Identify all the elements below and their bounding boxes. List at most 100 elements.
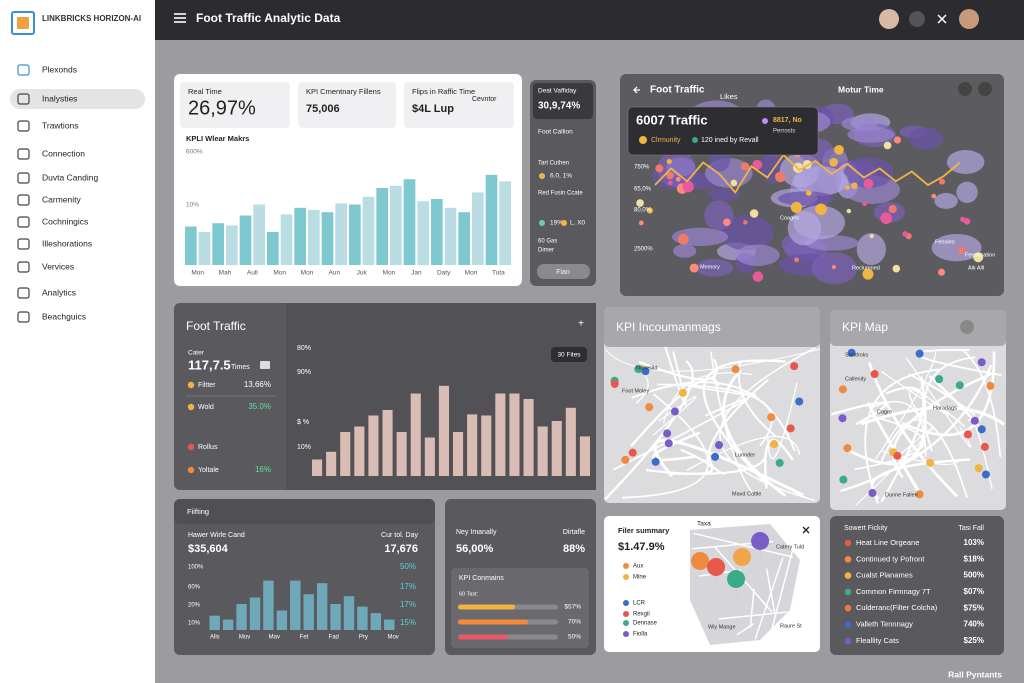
pin [691, 552, 710, 584]
map-point [646, 207, 653, 214]
pin [715, 441, 724, 456]
map-point [831, 264, 836, 270]
pin [664, 439, 673, 454]
nav-item[interactable]: Beachguics [42, 311, 86, 321]
map-point [677, 233, 689, 245]
road [905, 356, 972, 448]
road [687, 385, 757, 397]
logo [11, 11, 35, 35]
label: 6.0, 1% [550, 173, 572, 180]
road [764, 438, 794, 489]
label: Flips in Raffic Time [412, 87, 475, 96]
bar [472, 192, 484, 265]
map-point [636, 199, 644, 207]
plus-icon[interactable]: + [578, 319, 584, 330]
icon-button[interactable] [978, 82, 992, 96]
card-title: Foot Traffic [186, 319, 246, 333]
road [765, 568, 776, 614]
label: 17,676 [384, 543, 418, 555]
label: Common Firmnagy 7T [856, 587, 931, 596]
label: 103% [964, 538, 984, 547]
label: Nonesild [636, 365, 657, 371]
map-point [938, 268, 946, 276]
label: 50% [400, 562, 416, 571]
row-dot [844, 604, 852, 612]
bar [280, 214, 293, 265]
label: 65,0% [634, 187, 652, 193]
map-region [695, 258, 734, 277]
map-region [856, 233, 886, 266]
bar [382, 410, 393, 476]
map-region [956, 181, 978, 203]
label: Likes [720, 92, 738, 101]
road [860, 406, 1005, 426]
button-label[interactable]: Fian [556, 269, 570, 276]
label: Foot Moley [622, 388, 649, 394]
label: 17% [400, 582, 416, 591]
bar [453, 432, 464, 476]
pin [977, 358, 986, 373]
label: Callenity [845, 376, 866, 382]
label: Fleallity Cats [856, 636, 899, 645]
nav-item[interactable]: Cochningics [42, 216, 88, 226]
legend-dot [623, 563, 629, 569]
icon-button[interactable] [958, 82, 972, 96]
pin [733, 548, 752, 580]
label: Fenorication [965, 252, 995, 258]
map-point [743, 220, 748, 225]
x-tick-label: Jan [411, 270, 422, 277]
brand: LINKBRICKS HORIZON-AI [42, 14, 141, 23]
nav-item[interactable]: Trawtions [42, 120, 79, 130]
bar [222, 619, 234, 630]
map-point [846, 208, 852, 214]
road [749, 589, 755, 628]
bar [368, 415, 379, 476]
icon-button[interactable] [960, 320, 974, 334]
side-head [533, 83, 593, 119]
nav-item[interactable]: Illeshorations [42, 238, 92, 248]
button[interactable] [537, 264, 590, 279]
map-point [666, 159, 672, 165]
kpi-box [180, 82, 290, 128]
bar [424, 437, 435, 476]
nav-item[interactable]: Duvta Canding [42, 172, 99, 182]
map-point [638, 220, 644, 226]
badge [551, 347, 587, 362]
list-card [830, 516, 1004, 655]
label: 80,0% [634, 208, 652, 214]
bar [357, 606, 368, 630]
map-region [657, 151, 696, 187]
nav-item[interactable]: Vervices [42, 261, 74, 271]
close-icon[interactable] [937, 14, 947, 24]
map-region [931, 233, 982, 262]
nav-item[interactable]: Connection [42, 148, 85, 158]
map-region [793, 205, 845, 240]
row-dot [844, 572, 852, 579]
road [702, 359, 786, 484]
label: $25% [964, 636, 984, 645]
bar [551, 421, 562, 476]
label: 60% [188, 585, 201, 591]
nav-item[interactable]: Inalysties [42, 93, 77, 103]
icon-button[interactable] [909, 11, 925, 27]
label: $35,604 [188, 543, 229, 555]
road [962, 349, 1002, 458]
dot [639, 136, 647, 144]
nav-item[interactable]: Analytics [42, 287, 76, 297]
label: Heat Line Orgeane [856, 538, 919, 547]
close-icon[interactable] [802, 526, 810, 534]
back-icon[interactable] [633, 86, 640, 94]
map-point [794, 257, 799, 263]
label: Cevntor [472, 96, 497, 103]
nav-item[interactable]: Carmenity [42, 194, 81, 204]
road [845, 376, 927, 466]
bar [431, 199, 443, 265]
bar [438, 385, 449, 476]
label: 60 Gas [538, 239, 557, 245]
nav-item[interactable]: Plexonds [42, 64, 77, 74]
map-point [939, 178, 946, 185]
pin [915, 349, 924, 364]
map-region [735, 244, 780, 266]
label: 8817, No [773, 117, 802, 124]
